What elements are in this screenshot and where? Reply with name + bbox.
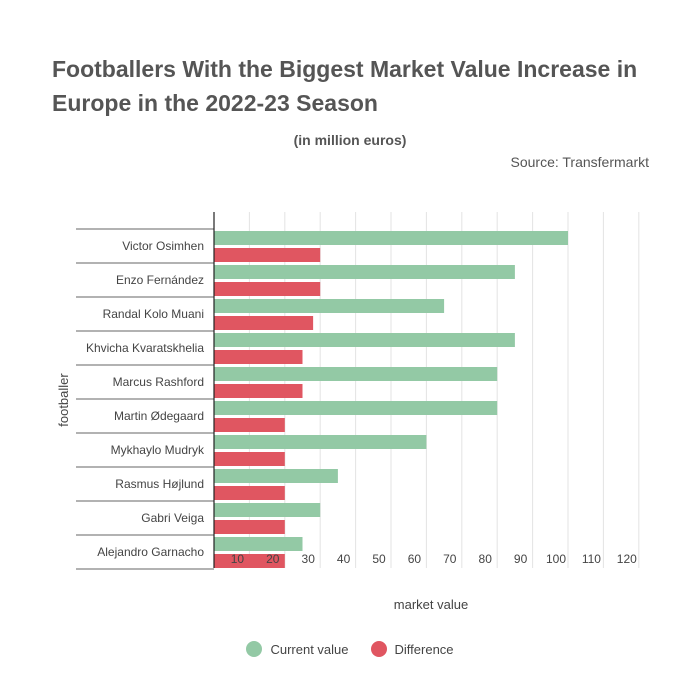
bar-difference-7 bbox=[214, 486, 285, 500]
bar-difference-9 bbox=[214, 554, 285, 568]
category-label: Randal Kolo Muani bbox=[103, 307, 204, 321]
category-label: Gabri Veiga bbox=[141, 511, 204, 525]
category-label: Alejandro Garnacho bbox=[97, 545, 204, 559]
x-tick-label-60: 60 bbox=[408, 552, 422, 566]
bar-current-value-7 bbox=[214, 469, 338, 483]
category-label: Rasmus Højlund bbox=[115, 477, 204, 491]
bar-current-value-2 bbox=[214, 299, 445, 313]
bar-difference-2 bbox=[214, 316, 314, 330]
bar-current-value-8 bbox=[214, 503, 321, 517]
x-tick-label-50: 50 bbox=[372, 552, 386, 566]
category-label: Khvicha Kvaratskhelia bbox=[86, 341, 204, 355]
legend-label-difference: Difference bbox=[394, 641, 454, 657]
x-tick-label-120: 120 bbox=[617, 552, 637, 566]
bar-current-value-5 bbox=[214, 401, 498, 415]
bar-current-value-4 bbox=[214, 367, 498, 381]
x-tick-label-30: 30 bbox=[302, 552, 316, 566]
legend-item-difference: Difference bbox=[370, 641, 454, 657]
bar-current-value-3 bbox=[214, 333, 515, 347]
category-label: Mykhaylo Mudryk bbox=[111, 443, 205, 457]
legend-label-current-value: Current value bbox=[270, 641, 349, 657]
bar-current-value-6 bbox=[214, 435, 427, 449]
bar-difference-3 bbox=[214, 350, 303, 364]
bar-difference-4 bbox=[214, 384, 303, 398]
y-axis-title: footballer bbox=[56, 373, 71, 427]
x-tick-label-90: 90 bbox=[514, 552, 528, 566]
bar-difference-5 bbox=[214, 418, 285, 432]
category-label: Martin Ødegaard bbox=[114, 409, 204, 423]
legend-swatch-current-value bbox=[246, 641, 263, 657]
category-label: Marcus Rashford bbox=[113, 375, 204, 389]
x-tick-label-110: 110 bbox=[582, 552, 601, 566]
x-axis-title: market value bbox=[394, 597, 468, 612]
chart-title: Footballers With the Biggest Market Valu… bbox=[52, 56, 638, 116]
legend-swatch-difference bbox=[370, 641, 387, 657]
bar-current-value-9 bbox=[214, 537, 303, 551]
x-tick-label-70: 70 bbox=[443, 552, 457, 566]
x-tick-label-80: 80 bbox=[479, 552, 493, 566]
category-label: Enzo Fernández bbox=[116, 273, 204, 287]
bar-current-value-1 bbox=[214, 265, 515, 279]
x-tick-label-20: 20 bbox=[266, 552, 280, 566]
bar-difference-0 bbox=[214, 248, 321, 262]
chart-subtitle: (in million euros) bbox=[293, 132, 407, 148]
legend-item-current-value: Current value bbox=[246, 641, 349, 657]
bar-difference-1 bbox=[214, 282, 321, 296]
x-tick-label-10: 10 bbox=[231, 552, 245, 566]
bar-difference-8 bbox=[214, 520, 285, 534]
chart-legend: Current value Difference bbox=[0, 641, 700, 657]
x-tick-label-40: 40 bbox=[337, 552, 351, 566]
x-tick-label-100: 100 bbox=[546, 552, 566, 566]
bar-current-value-0 bbox=[214, 231, 568, 245]
chart-source: Source: Transfermarkt bbox=[510, 154, 650, 170]
category-label: Victor Osimhen bbox=[122, 239, 204, 253]
bar-difference-6 bbox=[214, 452, 285, 466]
